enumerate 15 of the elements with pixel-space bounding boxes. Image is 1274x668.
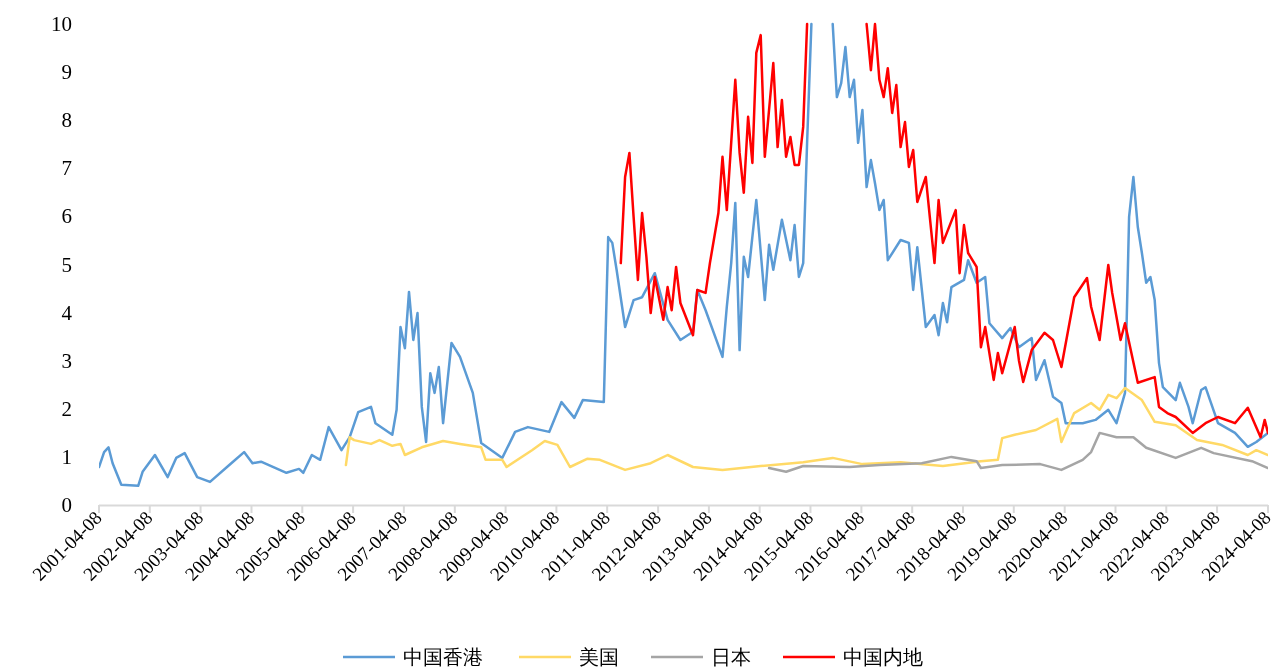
- legend-label: 中国香港: [403, 646, 483, 668]
- legend-label: 美国: [579, 646, 619, 668]
- y-tick-label: 3: [61, 348, 72, 373]
- y-tick-label: 5: [61, 252, 72, 277]
- y-tick-label: 6: [61, 204, 72, 229]
- legend-label: 日本: [711, 646, 751, 668]
- y-tick-label: 1: [61, 444, 72, 469]
- y-tick-label: 2: [61, 396, 72, 421]
- y-tick-label: 0: [61, 493, 72, 517]
- y-tick-label: 9: [61, 60, 72, 85]
- y-tick-label: 4: [61, 300, 73, 325]
- legend-label: 中国内地: [843, 646, 923, 668]
- y-tick-label: 7: [61, 156, 72, 181]
- y-tick-label: 10: [51, 12, 72, 36]
- y-tick-label: 8: [61, 108, 72, 133]
